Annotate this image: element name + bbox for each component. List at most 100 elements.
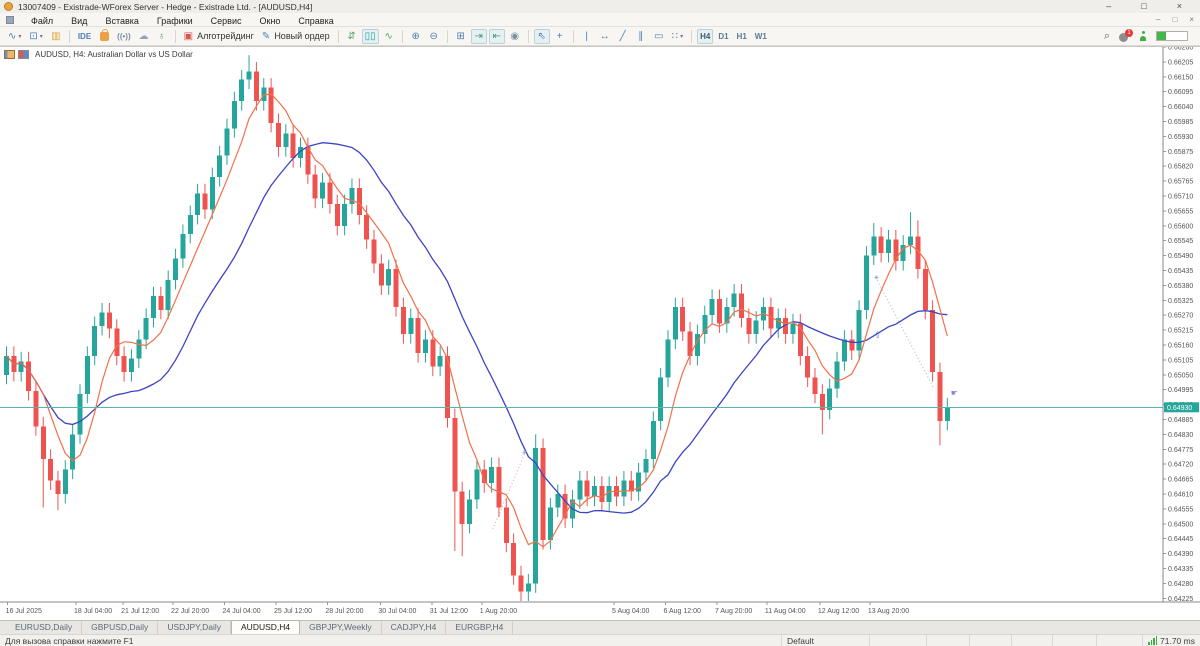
notifications-icon[interactable]: 1	[1119, 28, 1133, 42]
chart-tab-audusd-h4[interactable]: AUDUSD,H4	[231, 620, 301, 634]
zoom-out-button[interactable]: ⊖	[426, 29, 442, 44]
candle-body	[768, 307, 774, 329]
metaeditor-button[interactable]: IDE	[75, 29, 94, 44]
candle-body	[239, 79, 245, 102]
cloud-button[interactable]: ☁	[136, 29, 152, 44]
algo-trading-button-label: Алготрейдинг	[197, 30, 254, 41]
timeframe-h4-button[interactable]: H4	[697, 28, 714, 44]
timeframe-d1-button[interactable]: D1	[715, 29, 731, 44]
chart-tab-gbpjpy-weekly[interactable]: GBPJPY,Weekly	[300, 621, 382, 634]
candle-body	[849, 339, 855, 351]
timeframe-h1-button[interactable]: H1	[734, 29, 750, 44]
channel-button[interactable]: ∥	[633, 29, 649, 44]
tile-windows-button[interactable]: ⊞	[453, 29, 469, 44]
chart-tab-cadjpy-h4[interactable]: CADJPY,H4	[382, 621, 447, 634]
candle-body	[886, 239, 891, 253]
shapes-button[interactable]: ∷ ▾	[669, 29, 686, 44]
market-button[interactable]	[96, 28, 112, 44]
menu-item-файл[interactable]: Файл	[31, 15, 54, 26]
chart-tab-usdjpy-daily[interactable]: USDJPY,Daily	[158, 621, 232, 634]
status-cell-empty	[927, 635, 970, 646]
candles-chart-button[interactable]: ▯▯	[361, 28, 379, 44]
candle-body	[819, 393, 825, 411]
new-chart-button[interactable]: ∿ ▾	[5, 29, 24, 44]
toolbox-button[interactable]: ▥	[48, 29, 64, 44]
chart-profiles-button[interactable]: ⊡ ▾	[26, 29, 45, 44]
search-icon[interactable]: ⌕	[1103, 29, 1110, 42]
minimize-button[interactable]: –	[1106, 1, 1112, 11]
menu-item-справка[interactable]: Справка	[298, 15, 334, 26]
child-window-icon[interactable]	[6, 15, 14, 24]
close-button[interactable]: ×	[1176, 1, 1182, 11]
candle-body	[746, 317, 752, 335]
maximize-button[interactable]: □	[1141, 1, 1147, 11]
marker-hand[interactable]: ☛	[951, 389, 958, 398]
price-chart-canvas[interactable]: 0.66260 0.66205 0.66150 0.66095 0.66040 0.659…	[0, 47, 1200, 620]
cursor-button[interactable]: ⇖	[533, 28, 550, 44]
candle-body	[856, 309, 862, 351]
bars-chart-button[interactable]: ⇵	[344, 29, 360, 44]
price-tick-label: 0.66260	[1168, 47, 1193, 52]
candle-body	[511, 542, 517, 576]
algo-trading-button[interactable]: ▣ Алготрейдинг	[181, 29, 257, 44]
marker-arrow-up[interactable]: ⇧	[874, 330, 882, 340]
new-order-button[interactable]: ✎ Новый ордер	[259, 29, 333, 44]
chart-corner-icon-candles[interactable]	[18, 50, 29, 59]
chart-shift-icon: ⇤	[492, 30, 501, 42]
candle-body	[202, 193, 208, 210]
chart-tab-gbpusd-daily[interactable]: GBPUSD,Daily	[82, 621, 159, 634]
dotted-trendline-left[interactable]	[492, 450, 527, 530]
chart-corner-icon-grid[interactable]	[4, 50, 15, 59]
line-chart-button[interactable]: ∿	[381, 29, 397, 44]
candle-body	[496, 466, 502, 508]
timeframe-w1-button[interactable]: W1	[752, 29, 770, 44]
candle-body	[467, 499, 473, 524]
toolbox-icon: ▥	[51, 30, 61, 42]
chart-shift-button[interactable]: ⇤	[488, 28, 505, 44]
chevron-down-icon[interactable]: ▾	[18, 33, 22, 40]
candle-body	[445, 355, 450, 419]
candle-body	[908, 236, 914, 245]
market-bag-icon	[99, 28, 109, 41]
rectangle-button[interactable]: ▭	[651, 29, 667, 44]
bid-price-value: 0.64930	[1167, 405, 1192, 412]
vertical-line-button[interactable]: |	[579, 29, 595, 44]
child-restore-button[interactable]: □	[1172, 15, 1178, 24]
candle-body	[724, 307, 730, 324]
screenshot-button[interactable]: ◉	[507, 29, 523, 44]
crosshair-button[interactable]: +	[552, 29, 568, 44]
horizontal-line-button[interactable]: ↔	[597, 29, 613, 44]
metaeditor-button-label: IDE	[77, 31, 92, 41]
candle-body	[731, 293, 737, 308]
candle-body	[481, 469, 487, 484]
trendline-button[interactable]: ╱	[615, 29, 631, 44]
vps-button[interactable]: ♁	[154, 29, 170, 44]
signals-button[interactable]: ((•))	[114, 29, 133, 44]
candle-body	[165, 279, 171, 310]
candle-body	[672, 307, 678, 340]
child-close-button[interactable]: ×	[1189, 15, 1194, 24]
menu-item-сервис[interactable]: Сервис	[210, 15, 242, 26]
marker-star-right[interactable]: ✳	[874, 275, 879, 282]
menu-item-вставка[interactable]: Вставка	[105, 15, 139, 26]
auto-scroll-button[interactable]: ⇥	[470, 28, 487, 44]
chart-tab-eurusd-daily[interactable]: EURUSD,Daily	[6, 621, 83, 634]
candle-body	[128, 358, 134, 373]
zoom-in-button[interactable]: ⊕	[408, 29, 424, 44]
chart-tab-bar: EURUSD,Daily GBPUSD,Daily USDJPY,Daily AUDU…	[0, 620, 1200, 634]
menu-item-графики[interactable]: Графики	[156, 15, 193, 26]
chevron-down-icon[interactable]: ▾	[39, 33, 43, 40]
child-minimize-button[interactable]: –	[1156, 15, 1161, 24]
price-tick-label: 0.65490	[1168, 253, 1193, 260]
price-tick-label: 0.64610	[1168, 492, 1193, 499]
chart-objects-layer: ✳ ✳ ⇧ ☛	[492, 275, 958, 530]
vps-user-icon[interactable]	[1139, 31, 1147, 41]
notification-badge: 1	[1125, 28, 1133, 37]
menu-item-окно[interactable]: Окно	[259, 15, 281, 26]
chevron-down-icon[interactable]: ▾	[680, 33, 684, 40]
menu-item-вид[interactable]: Вид	[71, 15, 88, 26]
marker-star-left[interactable]: ✳	[522, 449, 527, 456]
chart-tab-eurgbp-h4[interactable]: EURGBP,H4	[446, 621, 514, 634]
candle-body	[77, 393, 83, 435]
candle-body	[217, 155, 223, 178]
